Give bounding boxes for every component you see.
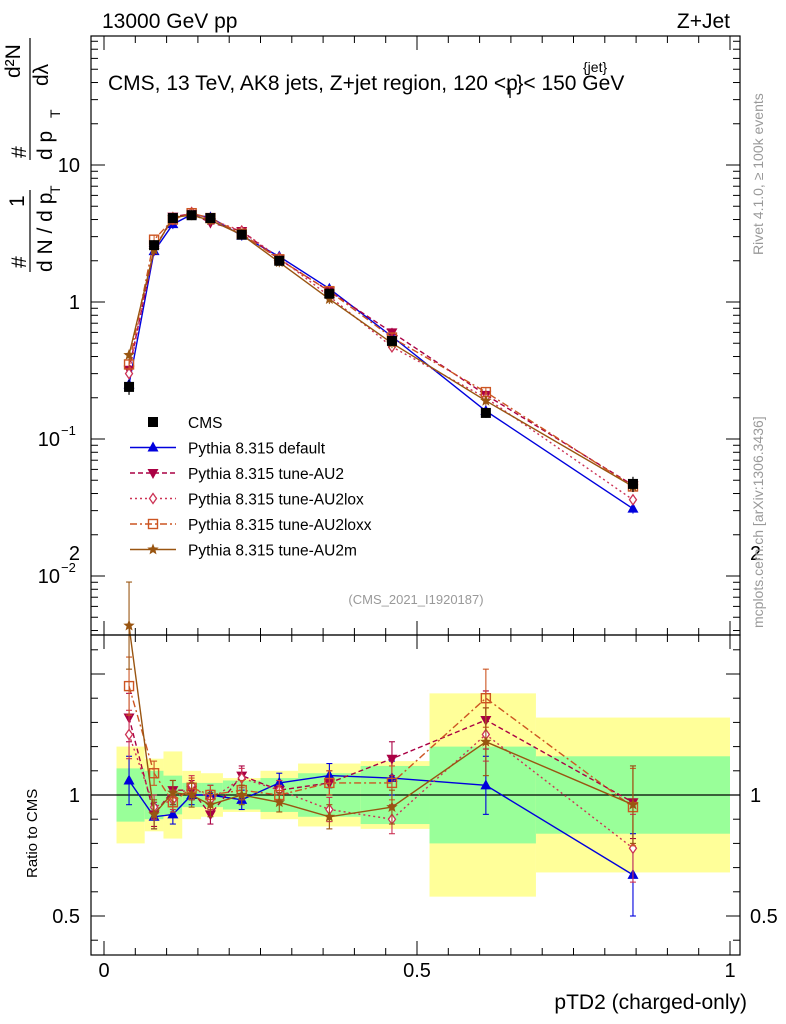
y-label-hash-1: # (8, 256, 31, 268)
series-1-point (627, 502, 639, 513)
plot-title-main: CMS, 13 TeV, AK8 jets, Z+jet region, 120… (108, 72, 518, 95)
legend-marker-cms (148, 417, 158, 427)
legend-label-2: Pythia 8.315 tune-AU2 (188, 466, 344, 483)
ratio-series-5-point (236, 789, 248, 800)
main-plot-area (123, 206, 639, 514)
plot-title: CMS, 13 TeV, AK8 jets, Z+jet region, 120… (108, 72, 624, 101)
ratio-series-5-point (273, 796, 285, 808)
ratio-series-3-line (128, 733, 634, 849)
ratio-series-5-point (167, 786, 179, 798)
y-label-dlambda: dλ (30, 63, 53, 86)
cms-data-point (236, 229, 247, 240)
rivet-version-label: Rivet 4.1.0, ≥ 100k events (750, 93, 766, 255)
ratio-tick-label-right: 1 (750, 785, 761, 807)
cms-data-point (386, 335, 397, 346)
y-tick-exp-0.01: −2 (61, 560, 76, 575)
ratio-series-5-point (323, 810, 336, 822)
ratio-series-5-point (185, 789, 198, 800)
ratio-series-4-point (324, 777, 335, 789)
mcplots-reference-label: mcplots.cern.ch [arXiv:1306.3436] (750, 416, 766, 628)
legend-label-1: Pythia 8.315 default (188, 441, 326, 458)
y-label-dpt: d p (34, 131, 57, 160)
ratio-plot-area (91, 581, 740, 917)
series-5-point (123, 349, 135, 360)
ratio-series-5-point (480, 735, 492, 747)
plot-title-sub: T (506, 85, 515, 101)
cms-data-point (124, 381, 135, 392)
plot-title-sup: {jet} (583, 59, 607, 75)
x-tick-label: 0.5 (403, 960, 431, 982)
y-label-one: 1 (6, 195, 29, 207)
cms-data-point (324, 288, 335, 299)
x-tick-label: 0 (98, 960, 109, 982)
ratio-series-3-point (124, 728, 134, 741)
ratio-series-2-point (386, 754, 398, 765)
legend: CMS Pythia 8.315 default Pythia 8.315 tune… (130, 415, 372, 560)
ratio-tick-label-right: 2 (750, 543, 761, 565)
ratio-series-4-point (148, 768, 160, 779)
ratio-series-4-point (123, 680, 135, 692)
legend-marker-3 (148, 492, 158, 505)
legend-label-3: Pythia 8.315 tune-AU2lox (188, 492, 364, 509)
energy-label: 13000 GeV pp (102, 10, 237, 33)
y-label-denom-t: T (47, 185, 63, 194)
x-tick-label: 1 (724, 960, 735, 982)
legend-label-4: Pythia 8.315 tune-AU2loxx (188, 517, 372, 534)
series-1-line (128, 213, 634, 510)
ratio-tick-label: 0.5 (52, 906, 80, 928)
cms-data-point (149, 240, 160, 251)
series-3-point (628, 493, 638, 506)
cms-data-point (205, 213, 216, 224)
cms-data-point (480, 407, 491, 418)
y-axis-label: # 1 d N / d p T # d²N d p T dλ (2, 38, 63, 272)
y-tick-label-1: 1 (69, 292, 80, 314)
y-label-hash-2: # (8, 146, 31, 158)
y-tick-label-10: 10 (58, 155, 80, 177)
series-5-point (480, 394, 492, 406)
ratio-series-2-line (128, 717, 634, 816)
cms-data-point (274, 255, 285, 266)
y-tick-label-0.01: 10 (38, 566, 60, 588)
ratio-series-1-point (123, 774, 135, 785)
cms-data-point (186, 210, 197, 221)
legend-marker-2 (147, 469, 159, 479)
ratio-panel: 0 0.5 1 2 2 1 1 0.5 0.5 (52, 543, 778, 982)
ratio-series-5-point (123, 619, 135, 631)
ratio-series-4-point (386, 777, 398, 789)
y-tick-label-0.1: 10 (38, 429, 60, 451)
legend-marker-1 (147, 441, 159, 452)
ratio-series-1-point (167, 808, 179, 819)
ratio-panel-frame (90, 634, 741, 956)
ratio-tick-label: 1 (69, 785, 80, 807)
y-label-denom: d N / d p (34, 193, 57, 272)
ratio-tick-label-right: 0.5 (750, 906, 778, 928)
legend-label-cms: CMS (188, 415, 222, 432)
x-axis-label: pTD2 (charged-only) (554, 991, 747, 1014)
legend-label-5: Pythia 8.315 tune-AU2m (188, 543, 357, 560)
ratio-axis-ticks: 0 0.5 1 2 2 1 1 0.5 0.5 (52, 543, 778, 982)
ratio-series-1-point (480, 779, 492, 790)
plot-title-end: }< 150 GeV (516, 72, 624, 95)
analysis-id: (CMS_2021_I1920187) (348, 592, 483, 607)
ratio-axis-label: Ratio to CMS (24, 789, 41, 878)
ratio-series-5-point (204, 798, 217, 810)
cms-data-point (167, 213, 178, 224)
process-label: Z+Jet (677, 10, 730, 33)
series-3-point (124, 367, 134, 380)
ratio-series-4-point (480, 693, 492, 704)
ratio-series-5-point (148, 808, 160, 820)
y-label-dpt-t: T (47, 109, 63, 118)
cms-data-point (627, 478, 638, 489)
ratio-series-5-point (386, 801, 398, 812)
y-tick-exp-0.1: −1 (61, 423, 76, 438)
ratio-tick-label: 2 (69, 543, 80, 565)
legend-marker-4 (147, 518, 159, 530)
ratio-series-5-point (627, 798, 639, 810)
y-label-num: d²N (2, 44, 25, 78)
legend-marker-5 (147, 543, 159, 555)
